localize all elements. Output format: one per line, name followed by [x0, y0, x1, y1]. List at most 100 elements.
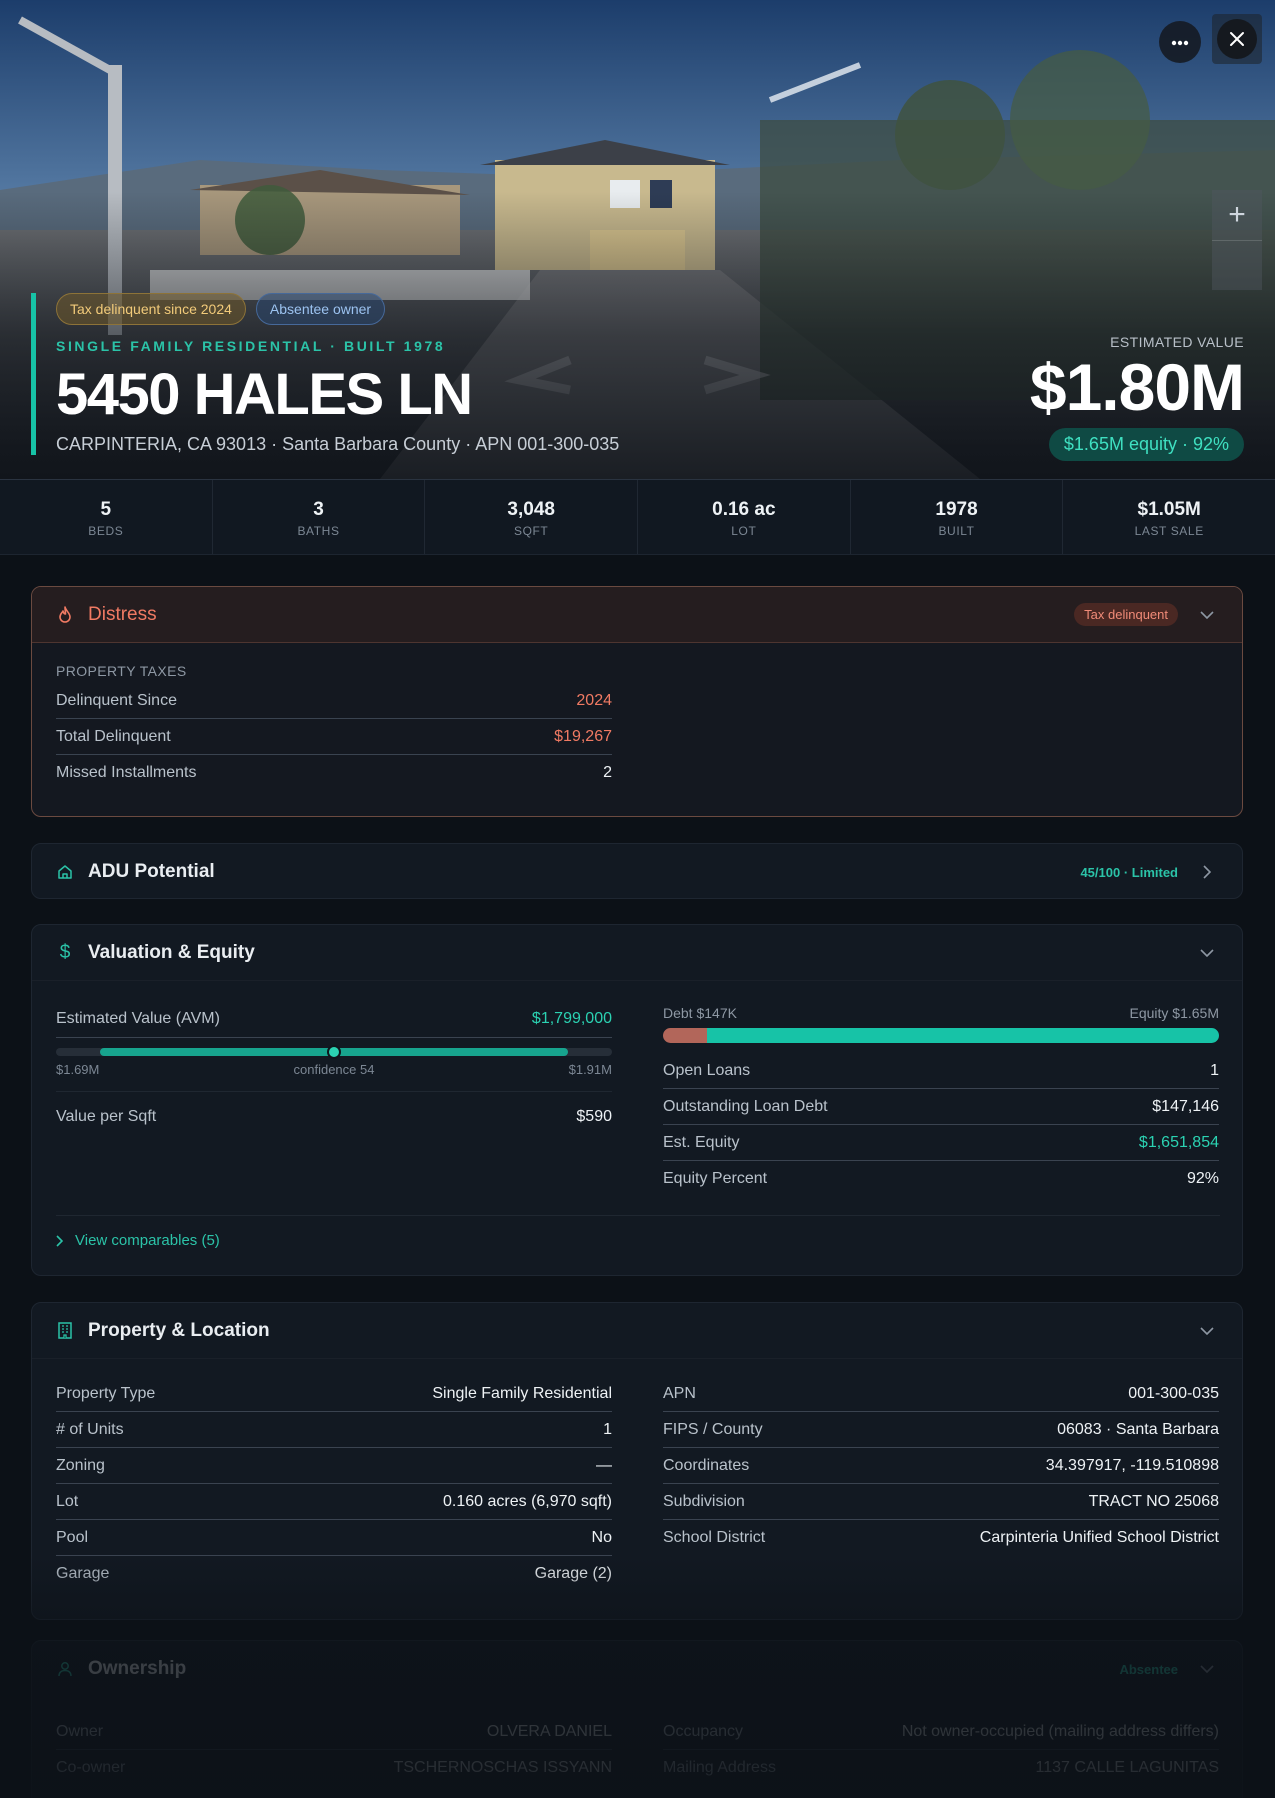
kv-row: Lot 0.160 acres (6,970 sqft) — [56, 1484, 612, 1520]
kv-row: Open Loans 1 — [663, 1053, 1219, 1089]
kv-key: Co-owner — [56, 1759, 126, 1776]
kv-row: Zoning — — [56, 1448, 612, 1484]
kv-value: Single Family Residential — [432, 1384, 612, 1402]
kv-row: Subdivision TRACT NO 25068 — [663, 1484, 1219, 1520]
badge-row: Tax delinquent since 2024 Absentee owner — [56, 293, 619, 325]
more-options-button[interactable] — [1159, 21, 1201, 63]
absentee-tag: Absentee — [1119, 1661, 1178, 1677]
property-subline: CARPINTERIA, CA 93013 · Santa Barbara Co… — [56, 434, 620, 454]
kv-key: Delinquent Since — [56, 691, 177, 709]
stat-beds: 5 BEDS — [0, 480, 213, 554]
kv-value: Not owner-occupied (mailing address diff… — [901, 1722, 1219, 1740]
kv-key: Occupancy — [663, 1722, 744, 1740]
adu-header[interactable]: ADU Potential 45/100 · Limited — [32, 844, 1242, 898]
estimated-value-box: ESTIMATED VALUE $1.80M $1.65M equity · 9… — [1029, 334, 1245, 461]
kv-value: 001-300-035 — [1128, 1384, 1219, 1402]
kv-key: Est. Equity — [663, 1133, 740, 1151]
kv-value: $19,267 — [554, 727, 612, 745]
adu-title: ADU Potential — [88, 861, 215, 882]
stat-value: $1.05M — [1137, 499, 1201, 520]
kv-row: Equity Percent 92% — [663, 1161, 1219, 1197]
chevron-down-icon[interactable] — [1196, 1658, 1218, 1680]
range-confidence: confidence 54 — [293, 1062, 375, 1077]
kv-row: Coordinates 34.397917, -119.510898 — [663, 1448, 1219, 1484]
distress-header[interactable]: Distress Tax delinquent — [32, 587, 1242, 643]
stat-label: LOT — [731, 524, 757, 538]
ownership-right: Occupancy Not owner-occupied (mailing add… — [663, 1714, 1219, 1786]
stat-lot: 0.16 ac LOT — [638, 480, 851, 554]
kv-key: Pool — [56, 1528, 89, 1546]
kv-value: 2024 — [576, 691, 612, 709]
kv-value: $147,146 — [1152, 1097, 1219, 1115]
adu-score: 45/100 · Limited — [1080, 864, 1178, 880]
ownership-header[interactable]: Ownership Absentee — [32, 1641, 1242, 1697]
equity-pill: $1.65M equity · 92% — [1048, 428, 1244, 461]
property-address: 5450 HALES LN — [56, 362, 473, 427]
absentee-owner-badge: Absentee owner — [255, 293, 386, 325]
view-comparables-link[interactable]: View comparables (5) — [56, 1215, 1220, 1249]
stat-baths: 3 BATHS — [213, 480, 426, 554]
kv-row: Property Type Single Family Residential — [56, 1376, 612, 1412]
kv-value: $590 — [576, 1108, 612, 1125]
avm-range-labels: $1.69M confidence 54 $1.91M — [56, 1062, 612, 1077]
hero-section: + Tax delinquent since 2024 Absentee own… — [0, 0, 1275, 479]
kv-row: Outstanding Loan Debt $147,146 — [663, 1089, 1219, 1125]
zoom-control: + — [1212, 190, 1262, 290]
view-comparables-label: View comparables (5) — [75, 1232, 220, 1249]
kv-key: Value per Sqft — [56, 1108, 157, 1125]
adu-potential-card[interactable]: ADU Potential 45/100 · Limited — [31, 843, 1243, 899]
property-header[interactable]: Property & Location — [32, 1303, 1242, 1359]
estimated-value-label: ESTIMATED VALUE — [1110, 334, 1244, 350]
chevron-right-icon[interactable] — [1196, 861, 1218, 883]
person-icon — [56, 1660, 74, 1678]
tax-delinquent-tag: Tax delinquent — [1074, 603, 1178, 626]
property-details-left: Property Type Single Family Residential #… — [56, 1376, 612, 1592]
avm-section: Estimated Value (AVM) $1,799,000 $1.69M … — [56, 1000, 612, 1142]
kv-value: 1 — [603, 1420, 612, 1438]
tax-delinquent-badge: Tax delinquent since 2024 — [56, 293, 246, 325]
property-location-card: Property & Location Property Type Single … — [31, 1302, 1243, 1620]
kv-row: Value per Sqft $590 — [56, 1092, 612, 1142]
chevron-down-icon[interactable] — [1196, 942, 1218, 964]
valuation-header[interactable]: $ Valuation & Equity — [32, 925, 1242, 981]
kv-row: Delinquent Since 2024 — [56, 683, 612, 719]
ownership-card: Ownership Absentee Owner OLVERA DANIEL Co… — [31, 1640, 1243, 1798]
avm-point-marker — [327, 1045, 341, 1059]
avm-value: $1,799,000 — [531, 1009, 612, 1027]
chevron-right-icon — [56, 1234, 63, 1247]
distress-title: Distress — [88, 603, 157, 625]
kv-value: TSCHERNOSCHAS ISSYANN — [393, 1759, 612, 1776]
kv-key: # of Units — [56, 1420, 124, 1438]
property-kicker: SINGLE FAMILY RESIDENTIAL · BUILT 1978 — [56, 338, 446, 354]
property-title: Property & Location — [88, 1319, 270, 1341]
chevron-down-icon[interactable] — [1196, 604, 1218, 626]
estimated-value-amount: $1.80M — [1029, 350, 1245, 424]
kv-key: APN — [663, 1384, 696, 1402]
stat-label: LAST SALE — [1134, 524, 1204, 538]
debt-equity-section: Debt $147K Equity $1.65M Open Loans 1 Ou… — [663, 1005, 1219, 1197]
kv-value: — — [596, 1456, 612, 1474]
property-header: Tax delinquent since 2024 Absentee owner… — [31, 293, 619, 455]
avm-row: Estimated Value (AVM) $1,799,000 — [56, 1000, 612, 1038]
chevron-down-icon[interactable] — [1196, 1320, 1218, 1342]
property-details-right: APN 001-300-035 FIPS / County 06083 · Sant… — [663, 1376, 1219, 1556]
stat-value: 1978 — [935, 499, 978, 520]
stat-sqft: 3,048 SQFT — [425, 480, 639, 554]
kv-value: 1 — [1210, 1061, 1219, 1079]
avm-range-bar — [56, 1045, 612, 1059]
zoom-out-button[interactable] — [1212, 240, 1262, 290]
hero-gradient-overlay — [0, 0, 1275, 479]
kv-row: FIPS / County 06083 · Santa Barbara — [663, 1412, 1219, 1448]
kv-key: Mailing Address — [663, 1759, 776, 1776]
kv-key: Lot — [56, 1492, 79, 1510]
kv-row: Occupancy Not owner-occupied (mailing add… — [663, 1714, 1219, 1750]
kv-row: Co-owner TSCHERNOSCHAS ISSYANN — [56, 1750, 612, 1786]
kv-key: Subdivision — [663, 1492, 745, 1510]
close-button[interactable] — [1212, 14, 1262, 64]
kv-key: Property Type — [56, 1384, 156, 1402]
zoom-in-button[interactable]: + — [1228, 198, 1246, 231]
kv-key: Total Delinquent — [56, 727, 171, 745]
ownership-left: Owner OLVERA DANIEL Co-owner TSCHERNOSCHAS… — [56, 1714, 612, 1786]
stat-last-sale: $1.05M LAST SALE — [1063, 480, 1275, 554]
equity-segment — [707, 1028, 1219, 1043]
